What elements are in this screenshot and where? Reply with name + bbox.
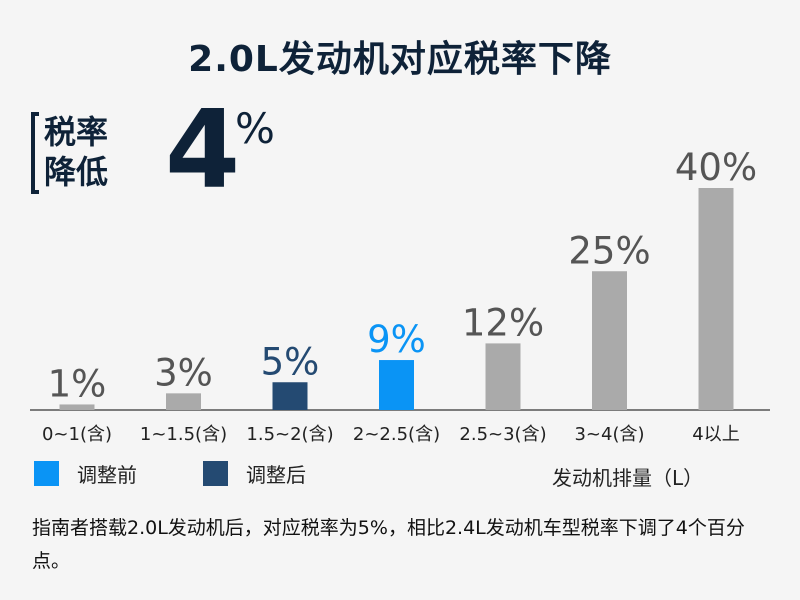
x-tick-label-6: 4以上 <box>692 424 739 445</box>
callout-label-line2: 降低 <box>44 153 109 191</box>
bar-3 <box>379 360 414 410</box>
bar-4 <box>485 343 521 410</box>
bar-value-label-1: 3% <box>154 351 213 394</box>
bar-value-label-5: 25% <box>568 229 650 272</box>
bar-5 <box>592 271 627 410</box>
bar-1 <box>166 393 201 410</box>
callout-value: 4 <box>165 88 241 213</box>
bar-value-label-2: 5% <box>261 340 320 383</box>
bar-value-label-0: 1% <box>48 362 107 405</box>
legend-swatch-before <box>34 460 59 486</box>
legend-label-after: 调整后 <box>246 462 306 487</box>
legend-item-after: 调整后 <box>203 460 306 487</box>
x-tick-label-2: 1.5~2(含) <box>246 424 333 445</box>
x-axis-title: 发动机排量（L） <box>552 466 704 490</box>
bar-6 <box>698 188 734 410</box>
x-tick-label-0: 0~1(含) <box>42 424 112 445</box>
bar-value-label-3: 9% <box>367 318 426 361</box>
callout-unit: % <box>235 104 275 153</box>
bar-value-label-6: 40% <box>675 146 757 189</box>
x-tick-label-1: 1~1.5(含) <box>140 424 227 445</box>
x-tick-label-5: 3~4(含) <box>574 424 644 445</box>
callout-label: 税率 降低 <box>44 112 128 192</box>
x-tick-label-3: 2~2.5(含) <box>353 424 440 445</box>
callout-bracket <box>31 112 39 194</box>
bar-value-label-4: 12% <box>462 301 544 344</box>
legend-label-before: 调整前 <box>77 462 137 487</box>
bar-2 <box>272 382 308 410</box>
chart-title: 2.0L发动机对应税率下降 <box>188 39 612 80</box>
callout-label-line1: 税率 <box>44 113 109 151</box>
bar-0 <box>59 404 95 410</box>
legend-item-before: 调整前 <box>34 460 137 487</box>
legend-swatch-after <box>203 460 228 486</box>
x-tick-label-4: 2.5~3(含) <box>459 424 546 445</box>
footnote: 指南者搭载2.0L发动机后，对应税率为5%，相比2.4L发动机车型税率下调了4个… <box>32 517 745 572</box>
